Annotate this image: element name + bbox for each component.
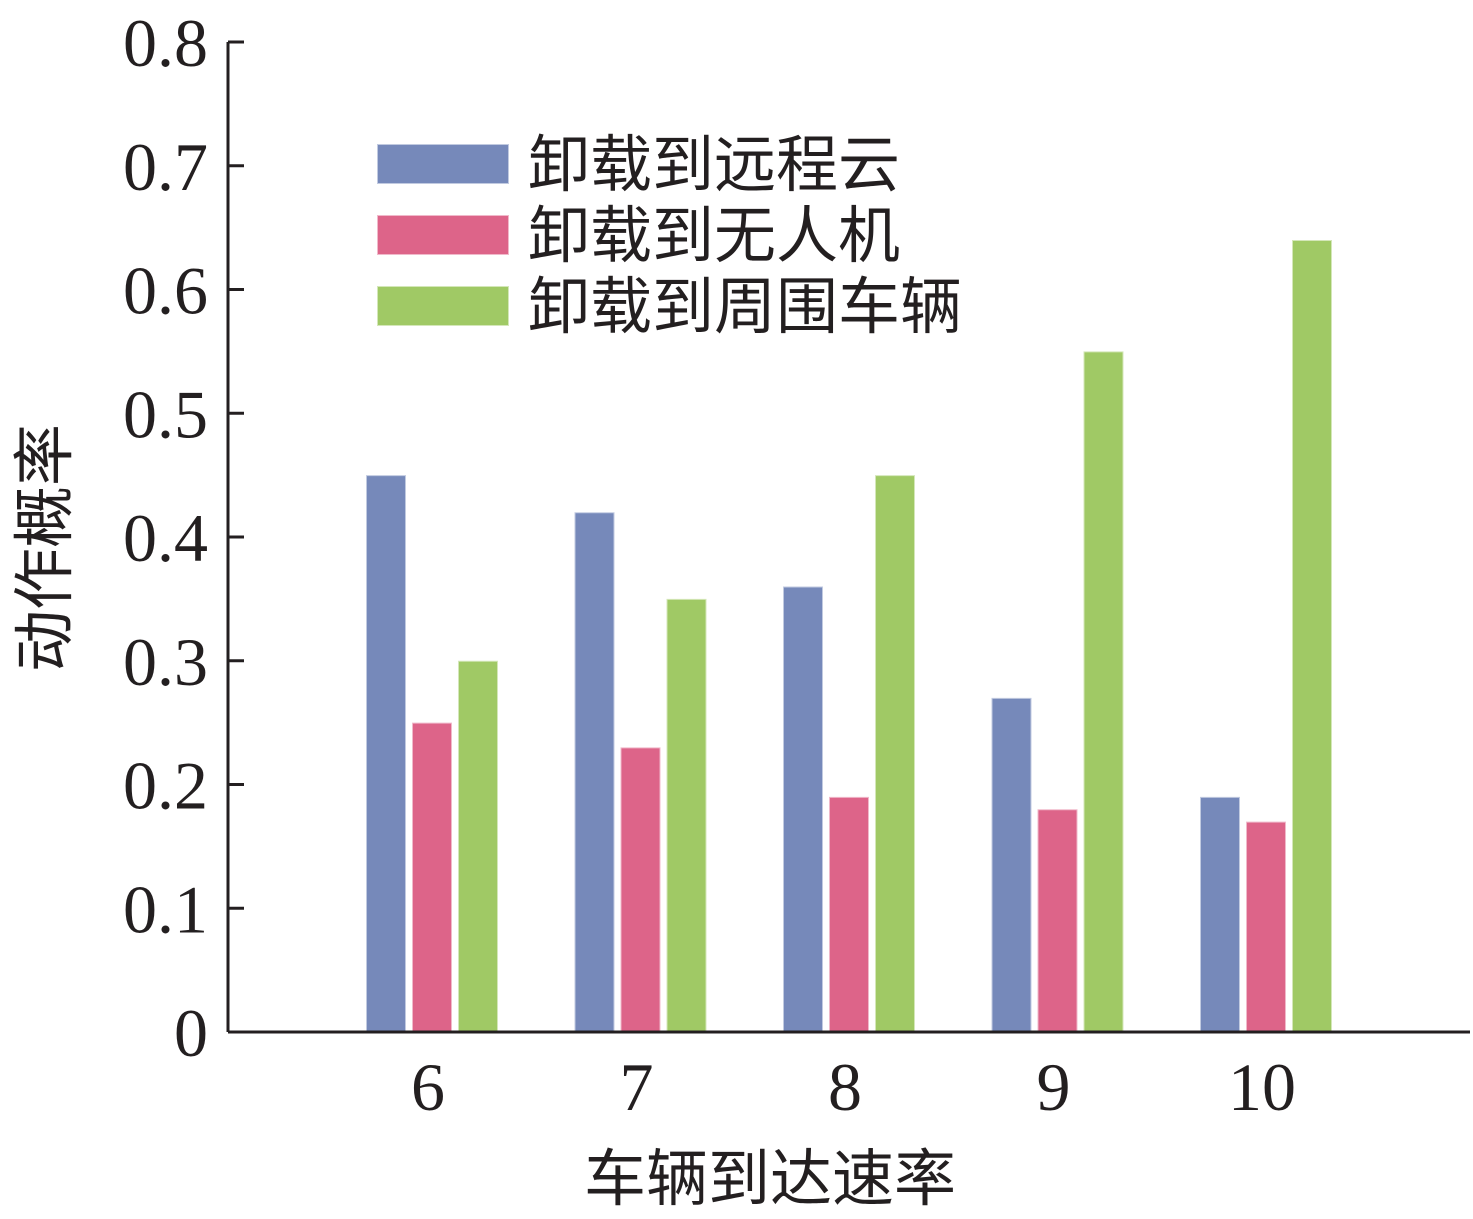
x-tick-label: 6 xyxy=(411,1049,445,1125)
x-axis-ticks: 6 7 8 9 10 xyxy=(411,1049,1296,1125)
legend-swatch-2 xyxy=(376,214,510,256)
bar-2-7 xyxy=(619,746,662,1033)
bar-1-10 xyxy=(1199,795,1241,1033)
y-tick-label: 0.6 xyxy=(123,253,208,329)
x-tick-label: 8 xyxy=(828,1049,862,1125)
x-tick-label: 7 xyxy=(620,1049,654,1125)
legend-label-3: 卸载到周围车辆 xyxy=(528,270,962,343)
bar-2-9 xyxy=(1036,808,1079,1033)
bar-3-10 xyxy=(1291,239,1333,1033)
y-tick-label: 0.1 xyxy=(123,871,208,947)
bar-3-9 xyxy=(1082,350,1125,1033)
bar-2-6 xyxy=(411,721,453,1033)
legend-label-1: 卸载到远程云 xyxy=(528,128,900,201)
y-tick-label: 0 xyxy=(174,995,208,1071)
x-tick-label: 9 xyxy=(1037,1049,1071,1125)
bar-3-6 xyxy=(457,659,499,1033)
y-tick-label: 0.7 xyxy=(123,129,208,205)
bar-3-8 xyxy=(874,474,916,1033)
bar-1-7 xyxy=(573,511,616,1033)
y-axis-ticks: 0 0.1 0.2 0.3 0.4 0.5 0.6 0.7 0.8 xyxy=(123,5,244,1071)
legend-swatch-3 xyxy=(376,285,510,327)
bar-2-8 xyxy=(828,795,870,1033)
y-tick-label: 0.5 xyxy=(123,376,208,452)
y-tick-label: 0.2 xyxy=(123,748,208,824)
legend-swatch-1 xyxy=(376,143,510,185)
bar-1-8 xyxy=(782,585,824,1033)
bar-3-7 xyxy=(665,597,708,1033)
bar-1-9 xyxy=(990,696,1033,1033)
bar-2-10 xyxy=(1245,820,1287,1033)
bar-1-6 xyxy=(365,474,407,1033)
y-axis-title: 动作概率 xyxy=(8,424,81,672)
bars xyxy=(365,239,1333,1033)
y-tick-label: 0.4 xyxy=(123,500,208,576)
legend-label-2: 卸载到无人机 xyxy=(528,199,900,272)
y-tick-label: 0.3 xyxy=(123,624,208,700)
x-tick-label: 10 xyxy=(1228,1049,1296,1125)
x-axis-title: 车辆到达速率 xyxy=(584,1142,956,1215)
y-tick-label: 0.8 xyxy=(123,5,208,81)
